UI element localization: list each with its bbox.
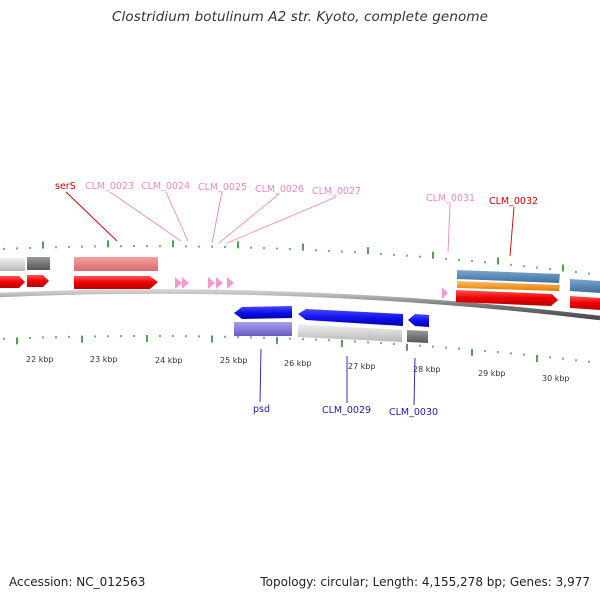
forward-strand-features (0, 257, 600, 310)
gene-label-sers[interactable]: serS (55, 181, 76, 192)
gene-arrow-psd[interactable] (234, 306, 292, 319)
gene-feature-clm-0029-gray[interactable] (298, 324, 402, 342)
gene-feature-dark-gray-left[interactable] (27, 257, 50, 270)
reverse-label-leaders (259, 348, 416, 406)
map-title: Clostridium botulinum A2 str. Kyoto, com… (111, 9, 489, 25)
gene-label-clm-0030[interactable]: CLM_0030 (389, 407, 438, 418)
gene-arrow-red-left-b[interactable] (27, 275, 49, 287)
gene-feature-sers-cds[interactable] (74, 257, 158, 271)
gene-label-psd[interactable]: psd (253, 404, 270, 415)
gene-arrow-clm-0027[interactable] (227, 277, 234, 289)
gene-feature-psd-lavender[interactable] (234, 322, 292, 336)
gene-label-clm-0029[interactable]: CLM_0029 (322, 405, 371, 416)
gene-label-clm-0031[interactable]: CLM_0031 (426, 193, 475, 204)
scale-label-30kbp: 30 kbp (542, 374, 570, 383)
forward-label-leaders (65, 191, 515, 257)
scale-label-29kbp: 29 kbp (478, 369, 506, 378)
gene-feature-steel-right[interactable] (570, 279, 600, 293)
scale-label-24kbp: 24 kbp (155, 356, 183, 365)
gene-arrow-clm-0029[interactable] (298, 309, 403, 326)
gene-arrow-clm-0031[interactable] (442, 287, 448, 299)
gene-label-clm-0024[interactable]: CLM_0024 (141, 181, 190, 192)
gene-arrow-clm-0026[interactable] (216, 277, 223, 289)
gene-label-clm-0023[interactable]: CLM_0023 (85, 181, 134, 192)
reverse-gene-labels: psd CLM_0029 CLM_0030 (253, 404, 438, 418)
gene-label-clm-0026[interactable]: CLM_0026 (255, 184, 304, 195)
gene-label-clm-0032[interactable]: CLM_0032 (489, 196, 538, 207)
scale-label-26kbp: 26 kbp (284, 359, 312, 368)
genome-backbone (0, 289, 600, 321)
gene-feature-clm-0032-orange[interactable] (457, 281, 560, 291)
gene-arrow-red-right[interactable] (570, 296, 600, 310)
gene-arrow-clm-0032[interactable] (456, 290, 558, 306)
forward-gene-labels: serS CLM_0023 CLM_0024 CLM_0025 CLM_0026… (55, 181, 538, 207)
scale-label-25kbp: 25 kbp (220, 356, 248, 365)
scale-label-22kbp: 22 kbp (26, 355, 54, 364)
gene-label-clm-0027[interactable]: CLM_0027 (312, 186, 361, 197)
scale-labels: 22 kbp 23 kbp 24 kbp 25 kbp 26 kbp 27 kb… (26, 355, 570, 383)
scale-label-28kbp: 28 kbp (413, 365, 441, 374)
gene-arrow-clm-0025[interactable] (208, 277, 215, 289)
gene-feature-clm-0030-gray[interactable] (407, 330, 428, 343)
gene-feature-light-gray-left[interactable] (0, 258, 25, 271)
genome-stats-text: Topology: circular; Length: 4,155,278 bp… (260, 575, 590, 589)
gene-arrow-clm-0030[interactable] (408, 314, 429, 327)
gene-label-clm-0025[interactable]: CLM_0025 (198, 182, 247, 193)
scale-label-23kbp: 23 kbp (90, 355, 118, 364)
scale-ticks (3, 240, 590, 363)
gene-arrow-sers[interactable] (74, 276, 158, 289)
gene-arrow-clm-0024[interactable] (182, 277, 189, 289)
reverse-strand-features (234, 306, 429, 343)
accession-text: Accession: NC_012563 (9, 575, 146, 589)
gene-arrow-clm-0023[interactable] (175, 277, 182, 289)
scale-label-27kbp: 27 kbp (348, 362, 376, 371)
gene-arrow-red-left-a[interactable] (0, 276, 25, 288)
gene-feature-clm-0032-steel[interactable] (457, 270, 560, 283)
